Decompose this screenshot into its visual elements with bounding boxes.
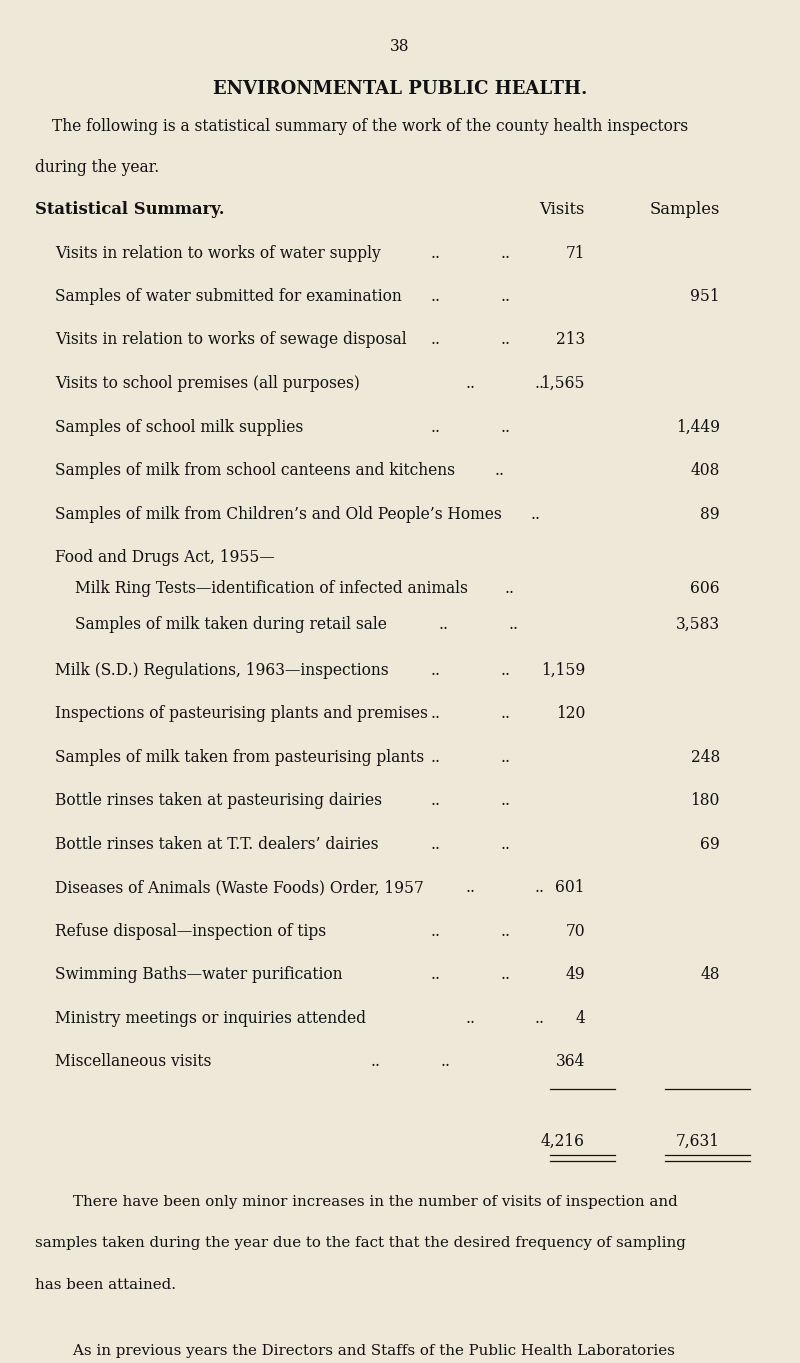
Text: Refuse disposal—inspection of tips: Refuse disposal—inspection of tips bbox=[55, 923, 326, 939]
Text: ..: .. bbox=[500, 288, 510, 305]
Text: ..: .. bbox=[465, 375, 475, 393]
Text: ..: .. bbox=[430, 661, 440, 679]
Text: ..: .. bbox=[505, 581, 515, 597]
Text: ..: .. bbox=[465, 879, 475, 895]
Text: has been attained.: has been attained. bbox=[35, 1277, 176, 1292]
Text: ..: .. bbox=[495, 462, 505, 478]
Text: ..: .. bbox=[500, 836, 510, 853]
Text: Bottle rinses taken at T.T. dealers’ dairies: Bottle rinses taken at T.T. dealers’ dai… bbox=[55, 836, 378, 853]
Text: 4,216: 4,216 bbox=[541, 1133, 585, 1149]
Text: 180: 180 bbox=[690, 792, 720, 810]
Text: 38: 38 bbox=[390, 38, 410, 55]
Text: ..: .. bbox=[438, 616, 448, 632]
Text: ..: .. bbox=[500, 705, 510, 722]
Text: Visits: Visits bbox=[540, 200, 585, 218]
Text: 1,565: 1,565 bbox=[541, 375, 585, 393]
Text: ..: .. bbox=[430, 705, 440, 722]
Text: Samples of school milk supplies: Samples of school milk supplies bbox=[55, 418, 303, 436]
Text: 69: 69 bbox=[700, 836, 720, 853]
Text: Samples of milk from Children’s and Old People’s Homes: Samples of milk from Children’s and Old … bbox=[55, 506, 502, 522]
Text: 4: 4 bbox=[575, 1010, 585, 1026]
Text: ..: .. bbox=[430, 288, 440, 305]
Text: ..: .. bbox=[535, 879, 545, 895]
Text: ..: .. bbox=[430, 966, 440, 983]
Text: ..: .. bbox=[500, 792, 510, 810]
Text: ..: .. bbox=[430, 836, 440, 853]
Text: Ministry meetings or inquiries attended: Ministry meetings or inquiries attended bbox=[55, 1010, 366, 1026]
Text: 48: 48 bbox=[701, 966, 720, 983]
Text: ..: .. bbox=[535, 375, 545, 393]
Text: Samples of milk taken from pasteurising plants: Samples of milk taken from pasteurising … bbox=[55, 748, 424, 766]
Text: The following is a statistical summary of the work of the county health inspecto: The following is a statistical summary o… bbox=[52, 119, 688, 135]
Text: ..: .. bbox=[530, 506, 540, 522]
Text: 364: 364 bbox=[556, 1054, 585, 1070]
Text: 213: 213 bbox=[556, 331, 585, 349]
Text: ENVIRONMENTAL PUBLIC HEALTH.: ENVIRONMENTAL PUBLIC HEALTH. bbox=[213, 80, 587, 98]
Text: 951: 951 bbox=[690, 288, 720, 305]
Text: ..: .. bbox=[465, 1010, 475, 1026]
Text: Samples of water submitted for examination: Samples of water submitted for examinati… bbox=[55, 288, 402, 305]
Text: 248: 248 bbox=[690, 748, 720, 766]
Text: Food and Drugs Act, 1955—: Food and Drugs Act, 1955— bbox=[55, 549, 274, 566]
Text: ..: .. bbox=[508, 616, 518, 632]
Text: Swimming Baths—water purification: Swimming Baths—water purification bbox=[55, 966, 342, 983]
Text: 601: 601 bbox=[555, 879, 585, 895]
Text: ..: .. bbox=[500, 748, 510, 766]
Text: 49: 49 bbox=[566, 966, 585, 983]
Text: ..: .. bbox=[500, 244, 510, 262]
Text: Samples of milk taken during retail sale: Samples of milk taken during retail sale bbox=[75, 616, 387, 632]
Text: Visits to school premises (all purposes): Visits to school premises (all purposes) bbox=[55, 375, 360, 393]
Text: 1,159: 1,159 bbox=[541, 661, 585, 679]
Text: 71: 71 bbox=[566, 244, 585, 262]
Text: ..: .. bbox=[430, 792, 440, 810]
Text: 606: 606 bbox=[690, 581, 720, 597]
Text: ..: .. bbox=[535, 1010, 545, 1026]
Text: There have been only minor increases in the number of visits of inspection and: There have been only minor increases in … bbox=[35, 1194, 678, 1209]
Text: ..: .. bbox=[500, 923, 510, 939]
Text: ..: .. bbox=[500, 661, 510, 679]
Text: samples taken during the year due to the fact that the desired frequency of samp: samples taken during the year due to the… bbox=[35, 1236, 686, 1250]
Text: Inspections of pasteurising plants and premises: Inspections of pasteurising plants and p… bbox=[55, 705, 428, 722]
Text: ..: .. bbox=[370, 1054, 380, 1070]
Text: Visits in relation to works of water supply: Visits in relation to works of water sup… bbox=[55, 244, 381, 262]
Text: ..: .. bbox=[430, 244, 440, 262]
Text: 3,583: 3,583 bbox=[676, 616, 720, 632]
Text: 89: 89 bbox=[700, 506, 720, 522]
Text: 408: 408 bbox=[690, 462, 720, 478]
Text: ..: .. bbox=[430, 418, 440, 436]
Text: Diseases of Animals (Waste Foods) Order, 1957: Diseases of Animals (Waste Foods) Order,… bbox=[55, 879, 424, 895]
Text: Bottle rinses taken at pasteurising dairies: Bottle rinses taken at pasteurising dair… bbox=[55, 792, 382, 810]
Text: Visits in relation to works of sewage disposal: Visits in relation to works of sewage di… bbox=[55, 331, 406, 349]
Text: 70: 70 bbox=[566, 923, 585, 939]
Text: ..: .. bbox=[430, 331, 440, 349]
Text: ..: .. bbox=[500, 418, 510, 436]
Text: 1,449: 1,449 bbox=[676, 418, 720, 436]
Text: Samples: Samples bbox=[650, 200, 720, 218]
Text: As in previous years the Directors and Staffs of the Public Health Laboratories: As in previous years the Directors and S… bbox=[35, 1344, 675, 1358]
Text: 120: 120 bbox=[556, 705, 585, 722]
Text: Milk (S.D.) Regulations, 1963—inspections: Milk (S.D.) Regulations, 1963—inspection… bbox=[55, 661, 389, 679]
Text: 7,631: 7,631 bbox=[676, 1133, 720, 1149]
Text: Statistical Summary.: Statistical Summary. bbox=[35, 200, 225, 218]
Text: ..: .. bbox=[440, 1054, 450, 1070]
Text: ..: .. bbox=[430, 748, 440, 766]
Text: ..: .. bbox=[500, 966, 510, 983]
Text: ..: .. bbox=[430, 923, 440, 939]
Text: ..: .. bbox=[500, 331, 510, 349]
Text: Miscellaneous visits: Miscellaneous visits bbox=[55, 1054, 211, 1070]
Text: Milk Ring Tests—identification of infected animals: Milk Ring Tests—identification of infect… bbox=[75, 581, 468, 597]
Text: during the year.: during the year. bbox=[35, 158, 159, 176]
Text: Samples of milk from school canteens and kitchens: Samples of milk from school canteens and… bbox=[55, 462, 455, 478]
